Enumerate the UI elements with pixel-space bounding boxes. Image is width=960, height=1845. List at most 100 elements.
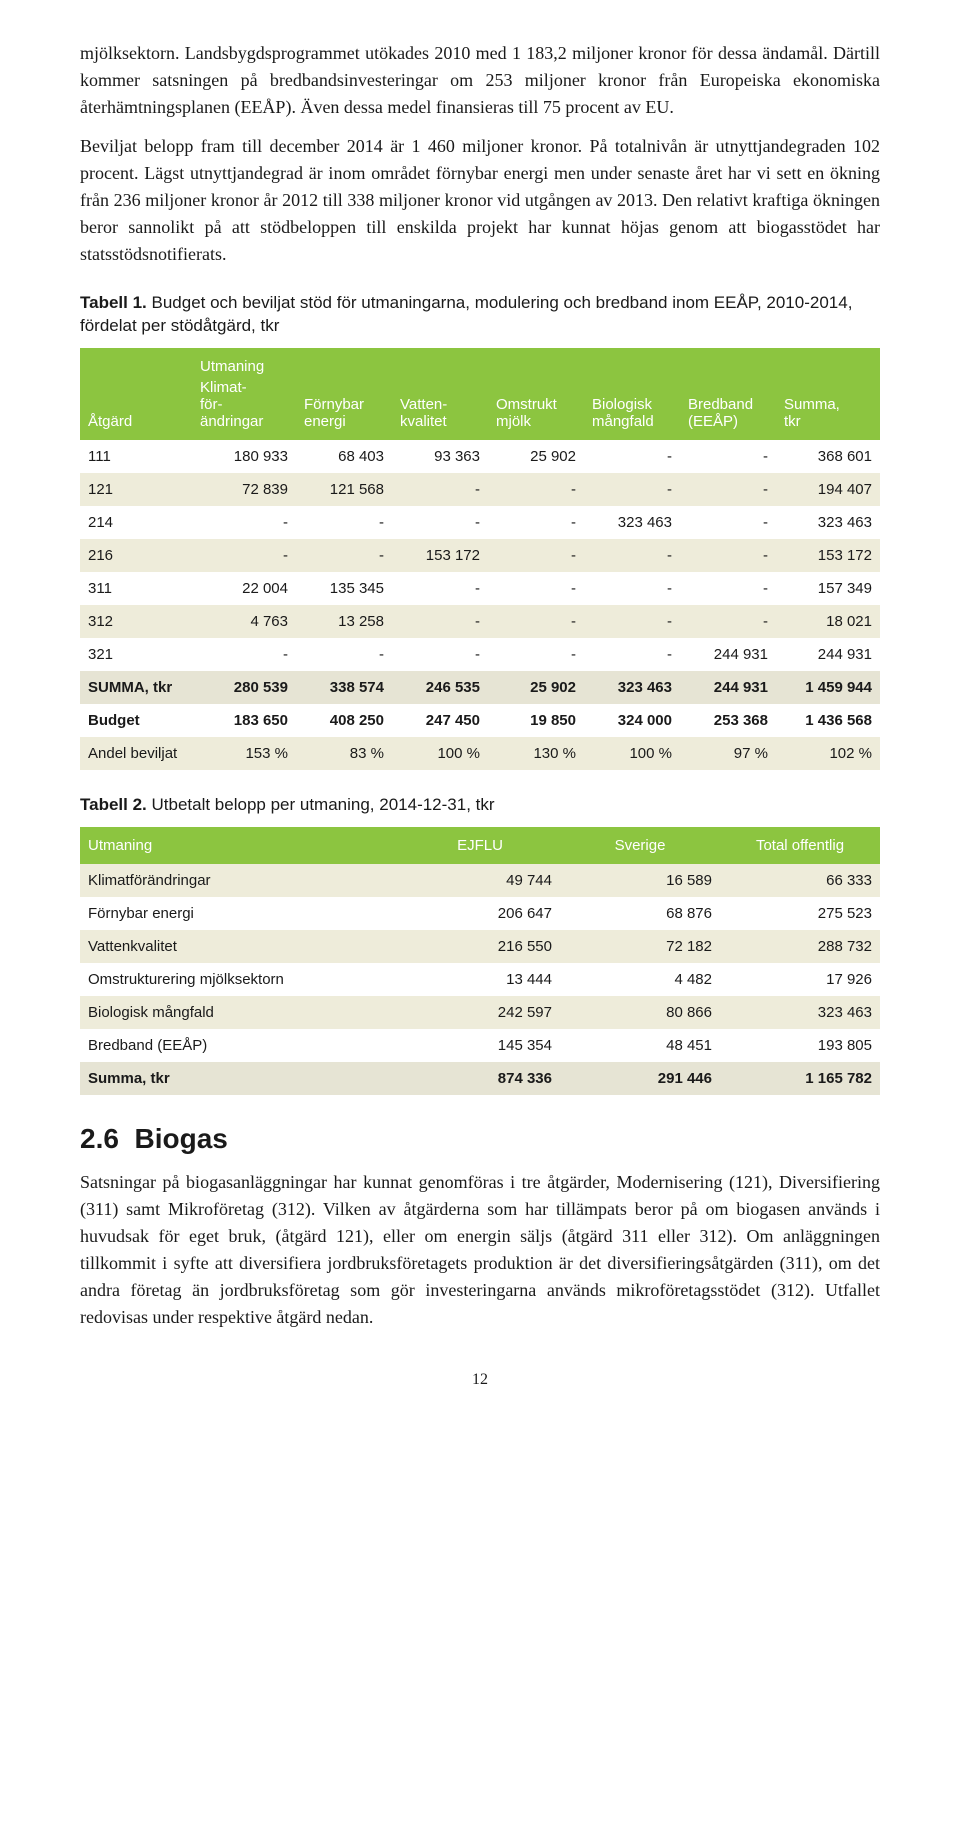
table-cell: 19 850 [488, 704, 584, 737]
table-row: Omstrukturering mjölksektorn13 4444 4821… [80, 963, 880, 996]
table-cell: - [392, 572, 488, 605]
table-header-cell: EJFLU [400, 827, 560, 864]
table-cell: 135 345 [296, 572, 392, 605]
table2-caption-rest: Utbetalt belopp per utmaning, 2014-12-31… [147, 795, 495, 814]
table-cell: - [680, 539, 776, 572]
table-cell: 157 349 [776, 572, 880, 605]
table-row: Andel beviljat153 %83 %100 %130 %100 %97… [80, 737, 880, 770]
table-cell: 280 539 [192, 671, 296, 704]
table-cell: 288 732 [720, 930, 880, 963]
table-cell: 216 [80, 539, 192, 572]
table-cell: 247 450 [392, 704, 488, 737]
table-header-cell: Förnybarenergi [296, 348, 392, 440]
table-cell: 130 % [488, 737, 584, 770]
table-cell: 17 926 [720, 963, 880, 996]
table-cell: 100 % [584, 737, 680, 770]
table-cell: - [488, 605, 584, 638]
table-cell: 242 597 [400, 996, 560, 1029]
table-row: 111180 93368 40393 36325 902--368 601 [80, 440, 880, 473]
table-cell: 72 839 [192, 473, 296, 506]
table-row: Klimatförändringar49 74416 58966 333 [80, 864, 880, 897]
table-cell: 1 165 782 [720, 1062, 880, 1095]
table-cell: 338 574 [296, 671, 392, 704]
table-cell: 323 463 [720, 996, 880, 1029]
table-cell: - [584, 440, 680, 473]
table-cell: 68 876 [560, 897, 720, 930]
table-cell: 1 436 568 [776, 704, 880, 737]
table-header-group: Utmaning [192, 348, 296, 379]
table-cell: - [680, 605, 776, 638]
table-header-cell: Utmaning [80, 827, 400, 864]
table-cell: 1 459 944 [776, 671, 880, 704]
table-cell: - [296, 506, 392, 539]
table-cell: 49 744 [400, 864, 560, 897]
table-cell: 368 601 [776, 440, 880, 473]
table-row: Summa, tkr874 336291 4461 165 782 [80, 1062, 880, 1095]
table-row: 12172 839121 568----194 407 [80, 473, 880, 506]
table1-caption-bold: Tabell 1. [80, 293, 147, 312]
table-cell: 194 407 [776, 473, 880, 506]
table-row: 31122 004135 345----157 349 [80, 572, 880, 605]
table-cell: Förnybar energi [80, 897, 400, 930]
table-cell: 4 763 [192, 605, 296, 638]
table-cell: - [296, 638, 392, 671]
table-cell: 22 004 [192, 572, 296, 605]
table-cell: Andel beviljat [80, 737, 192, 770]
paragraph-1: mjölksektorn. Landsbygdsprogrammet utöka… [80, 40, 880, 121]
table-header-cell: Åtgärd [80, 348, 192, 440]
table-row: 214----323 463-323 463 [80, 506, 880, 539]
table-cell: 16 589 [560, 864, 720, 897]
table-cell: 18 021 [776, 605, 880, 638]
table-cell: 312 [80, 605, 192, 638]
table-cell: 153 172 [776, 539, 880, 572]
table-row: Förnybar energi206 64768 876275 523 [80, 897, 880, 930]
table-cell: 100 % [392, 737, 488, 770]
table-cell: Summa, tkr [80, 1062, 400, 1095]
table-cell: 25 902 [488, 671, 584, 704]
table-row: Budget183 650408 250247 45019 850324 000… [80, 704, 880, 737]
table-cell: - [584, 605, 680, 638]
table-cell: - [296, 539, 392, 572]
table-cell: - [192, 506, 296, 539]
table-header-cell: Klimat-för-ändringar [192, 379, 296, 440]
table-cell: Klimatförändringar [80, 864, 400, 897]
section-heading: 2.6 Biogas [80, 1123, 880, 1155]
table-cell: 153 172 [392, 539, 488, 572]
table-cell: 253 368 [680, 704, 776, 737]
table-cell: 93 363 [392, 440, 488, 473]
table-cell: - [488, 572, 584, 605]
table-cell: Omstrukturering mjölksektorn [80, 963, 400, 996]
table-cell: 244 931 [680, 671, 776, 704]
table-cell: 153 % [192, 737, 296, 770]
table2: UtmaningEJFLUSverigeTotal offentligKlima… [80, 827, 880, 1095]
table-header-cell: Vatten-kvalitet [392, 348, 488, 440]
table-cell: 206 647 [400, 897, 560, 930]
table-cell: - [584, 539, 680, 572]
table-cell: 102 % [776, 737, 880, 770]
table-header-cell: Biologiskmångfald [584, 348, 680, 440]
table-cell: 121 [80, 473, 192, 506]
table-cell: - [192, 539, 296, 572]
table-cell: - [392, 605, 488, 638]
table-cell: SUMMA, tkr [80, 671, 192, 704]
table-cell: - [488, 506, 584, 539]
table-cell: 97 % [680, 737, 776, 770]
table-cell: 111 [80, 440, 192, 473]
table-row: 216--153 172---153 172 [80, 539, 880, 572]
table-cell: - [584, 638, 680, 671]
table2-caption: Tabell 2. Utbetalt belopp per utmaning, … [80, 794, 880, 817]
table-cell: - [488, 473, 584, 506]
section-num: 2.6 [80, 1123, 119, 1154]
table-cell: 323 463 [776, 506, 880, 539]
table-cell: - [392, 473, 488, 506]
table-row: Bredband (EEÅP)145 35448 451193 805 [80, 1029, 880, 1062]
table-cell: Vattenkvalitet [80, 930, 400, 963]
table-cell: 4 482 [560, 963, 720, 996]
table-cell: - [192, 638, 296, 671]
section-title: Biogas [135, 1123, 228, 1154]
table-cell: Budget [80, 704, 192, 737]
table-cell: 83 % [296, 737, 392, 770]
table-cell: - [584, 572, 680, 605]
table1-caption: Tabell 1. Budget och beviljat stöd för u… [80, 292, 880, 338]
table-cell: 121 568 [296, 473, 392, 506]
